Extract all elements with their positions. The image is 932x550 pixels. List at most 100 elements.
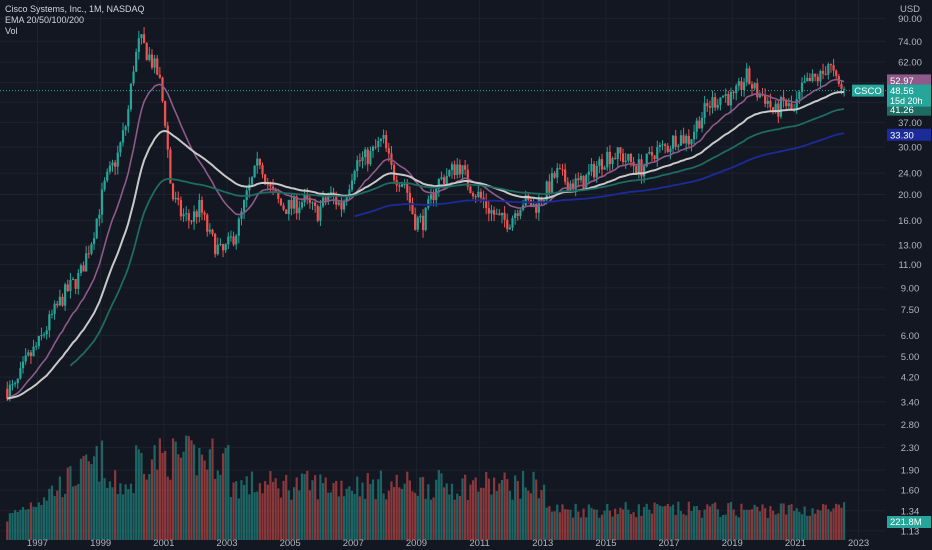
candle-body (464, 165, 467, 170)
candle-body (506, 219, 509, 230)
volume-bars (6, 435, 846, 540)
volume-bar (379, 470, 383, 540)
candle-body (216, 244, 219, 255)
candle-body (498, 213, 501, 216)
candle-body (121, 130, 125, 143)
volume-bar (156, 469, 159, 540)
candle-body (221, 243, 225, 251)
volume-bar (166, 476, 169, 540)
volume-bar (614, 508, 617, 540)
volume-bar (321, 483, 325, 540)
candle-body (185, 213, 188, 215)
volume-bar (590, 507, 593, 540)
volume-bar (158, 438, 161, 540)
volume-bar (419, 477, 422, 540)
legend-vol: Vol (5, 26, 18, 36)
chart-legend: Cisco Systems, Inc., 1M, NASDAQ EMA 20/5… (5, 4, 145, 37)
candle-body (42, 334, 46, 336)
volume-bar (500, 479, 504, 540)
candle-body (208, 229, 211, 232)
volume-bar (371, 479, 375, 540)
volume-bar (514, 475, 517, 540)
volume-bar (545, 507, 548, 540)
x-tick-label: 2005 (280, 538, 301, 549)
volume-bar (82, 456, 85, 540)
candle-body (753, 83, 756, 89)
volume-bar (558, 512, 561, 540)
volume-bar (32, 506, 35, 540)
y-tick-label: 5.00 (901, 352, 920, 363)
candle-body (377, 140, 380, 148)
candle-body (224, 244, 227, 251)
y-tick-label: 3.40 (901, 397, 920, 408)
candle-body (637, 159, 640, 173)
volume-bar (408, 480, 411, 540)
volume-bar (198, 447, 201, 540)
candle-body (803, 81, 806, 83)
candle-body (661, 144, 664, 146)
volume-bar (11, 512, 14, 540)
candle-body (106, 171, 109, 181)
candle-body (758, 94, 761, 98)
volume-bar (579, 517, 583, 540)
volume-bar (240, 480, 243, 540)
volume-bar (577, 511, 580, 540)
candle-body (8, 384, 11, 399)
volume-bar (364, 498, 367, 540)
candle-body (298, 207, 301, 214)
candle-body (477, 191, 480, 197)
candle-body (424, 207, 427, 231)
volume-bar (790, 504, 793, 540)
candle-body (348, 189, 351, 198)
candle-body (353, 171, 356, 181)
volume-bar (45, 500, 48, 540)
candle-body (766, 100, 769, 104)
x-tick-label: 2003 (216, 538, 237, 549)
volume-bar (303, 473, 306, 540)
candle-body (635, 166, 638, 173)
candle-body (621, 153, 625, 162)
volume-bar (245, 476, 248, 540)
volume-bar (29, 502, 33, 540)
volume-bar (64, 493, 67, 540)
volume-bar (269, 471, 272, 540)
volume-bar (685, 515, 688, 540)
volume-bar (292, 487, 296, 540)
candle-body (85, 253, 88, 272)
candle-body (206, 214, 209, 232)
volume-bar (690, 511, 693, 540)
candle-body (253, 165, 256, 178)
volume-bar (114, 470, 117, 540)
volume-bar (553, 511, 556, 540)
volume-bar (277, 488, 280, 540)
volume-bar (566, 509, 569, 540)
volume-bar (300, 473, 304, 540)
volume-bar (140, 452, 143, 540)
candle-body (561, 169, 564, 171)
candle-body (403, 184, 406, 186)
candle-body (137, 38, 140, 53)
candle-body (108, 165, 111, 172)
candle-body (319, 206, 322, 221)
volume-bar (453, 499, 456, 540)
volume-bar (756, 506, 759, 540)
candle-body (598, 159, 601, 166)
volume-bar (129, 483, 133, 540)
candle-body (179, 199, 183, 217)
volume-bar (506, 479, 509, 540)
volume-bar (235, 481, 238, 540)
candle-body (135, 52, 138, 72)
volume-bar (337, 496, 340, 540)
volume-bar (271, 481, 275, 540)
volume-bar (698, 510, 701, 540)
candle-body (548, 181, 551, 193)
candle-body (579, 175, 583, 181)
candle-body (471, 193, 475, 197)
volume-bar (324, 477, 327, 540)
volume-bar (666, 503, 669, 540)
volume-bar (282, 480, 285, 540)
candle-body (145, 43, 148, 60)
candle-body (327, 195, 330, 201)
last-price-label-bg (887, 84, 931, 97)
